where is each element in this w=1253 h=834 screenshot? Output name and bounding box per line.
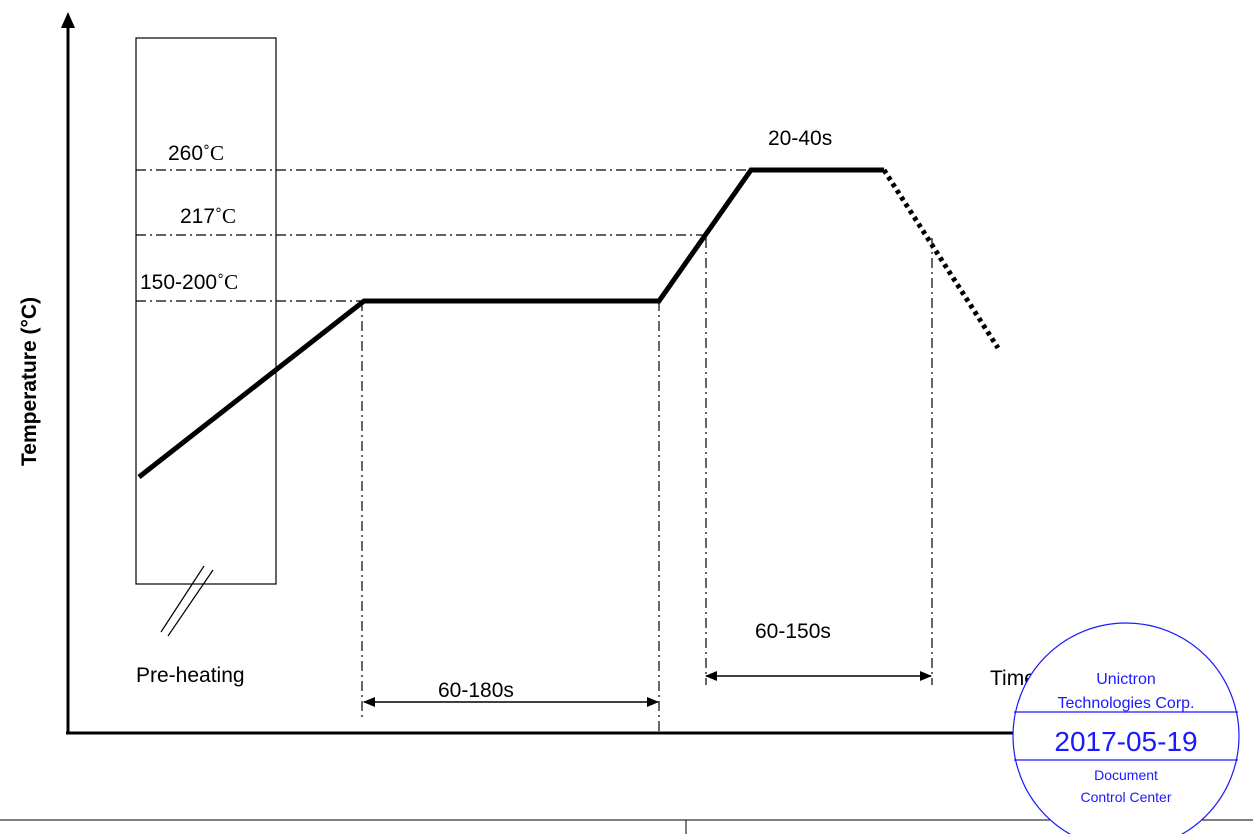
y-axis-arrow: [61, 12, 75, 28]
label-217: 217˚C: [180, 204, 236, 228]
label-150-200: 150-200˚C: [140, 270, 238, 294]
x-axis-title: Time: [990, 667, 1036, 690]
profile-cooling-dotted: [881, 168, 1001, 350]
y-axis-title: Temperature (°C): [18, 297, 41, 466]
stamp-company-line1: Unictron: [1096, 671, 1156, 688]
label-260: 260˚C: [168, 141, 224, 165]
axis-break-mark: [167, 569, 214, 637]
label-above-liquidus: 60-150s: [755, 620, 831, 643]
stamp-company-line2: Technologies Corp.: [1058, 695, 1195, 712]
axis-break-mark: [160, 565, 205, 633]
document-control-stamp: Unictron Technologies Corp. 2017-05-19 D…: [1012, 622, 1240, 834]
stamp-dept-line2: Control Center: [1080, 789, 1171, 805]
label-peak-hold: 20-40s: [768, 127, 832, 150]
preheating-zone-box: [135, 37, 277, 585]
label-soak: 60-180s: [438, 679, 514, 702]
stamp-date: 2017-05-19: [1054, 726, 1197, 757]
profile-curve: [137, 167, 884, 479]
stamp-dept-line1: Document: [1094, 767, 1158, 783]
label-preheating: Pre-heating: [136, 664, 245, 687]
